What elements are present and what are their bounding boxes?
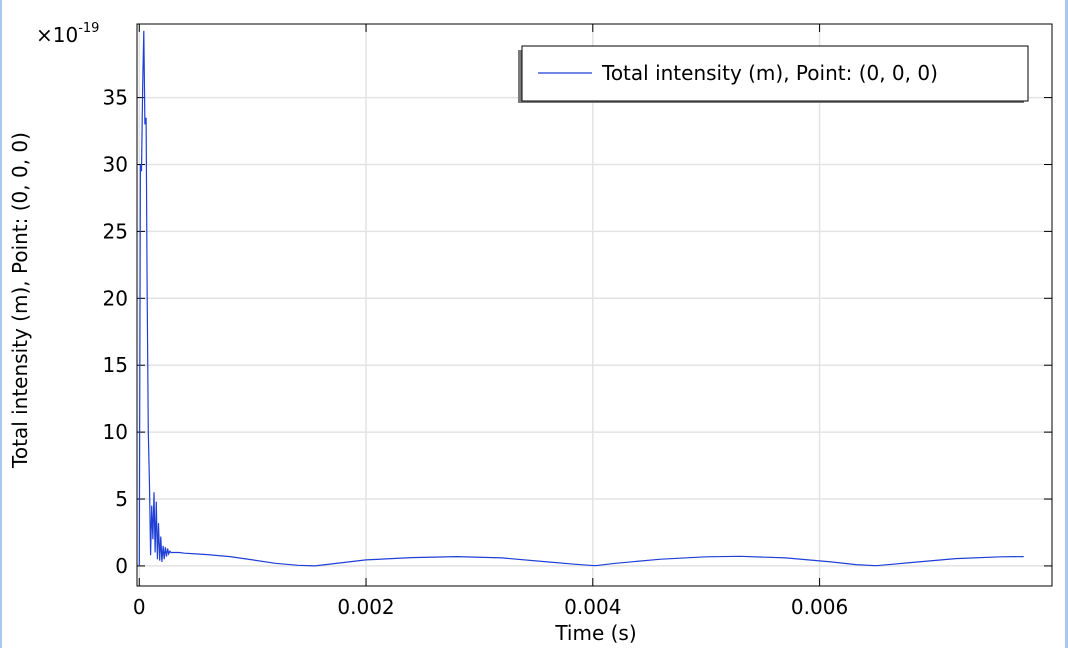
legend-label: Total intensity (m), Point: (0, 0, 0) xyxy=(601,61,938,85)
series-line xyxy=(138,30,1024,567)
x-tick-label: 0.006 xyxy=(791,595,848,619)
y-multiplier: ×10-19 xyxy=(36,21,99,47)
grid xyxy=(137,24,1052,586)
ticks: 0 0.002 0.004 0.006 0 5 10 15 20 25 30 35 xyxy=(103,24,1052,619)
y-tick-label: 20 xyxy=(103,286,128,310)
y-tick-label: 10 xyxy=(103,420,128,444)
x-axis-label: Time (s) xyxy=(554,621,636,645)
legend: Total intensity (m), Point: (0, 0, 0) xyxy=(518,45,1029,103)
y-tick-label: 30 xyxy=(103,153,128,177)
x-tick-label: 0 xyxy=(133,595,146,619)
x-tick-label: 0.004 xyxy=(564,595,621,619)
plot-area-border xyxy=(136,23,1053,587)
y-tick-label: 0 xyxy=(115,554,128,578)
y-tick-label: 25 xyxy=(103,219,128,243)
y-tick-label: 15 xyxy=(103,353,128,377)
y-tick-label: 35 xyxy=(103,86,128,110)
legend-box xyxy=(521,45,1029,102)
y-axis-label: Total intensity (m), Point: (0, 0, 0) xyxy=(8,132,32,469)
x-tick-label: 0.002 xyxy=(337,595,394,619)
y-tick-label: 5 xyxy=(115,487,128,511)
